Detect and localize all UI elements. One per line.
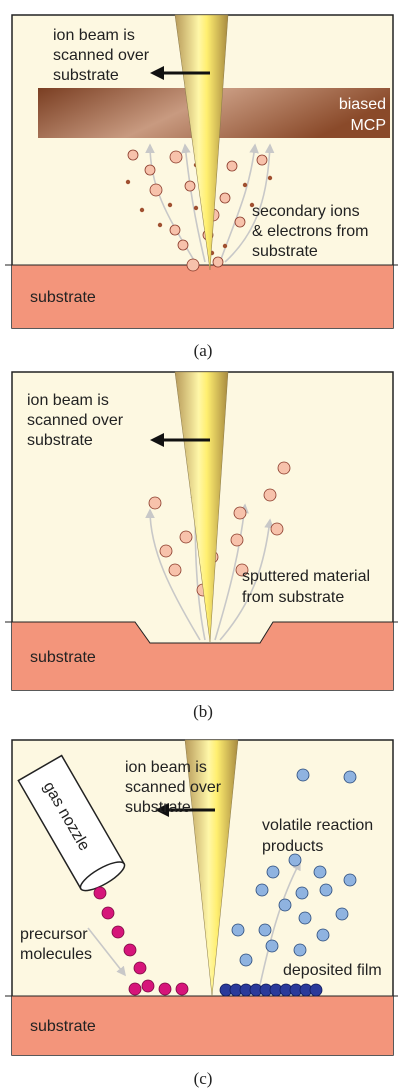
substrate-label: substrate [30, 289, 96, 306]
film-label: deposited film [283, 962, 382, 979]
products-label: volatile reaction [262, 817, 373, 834]
panel-a: ion beam is scanned over substrate biase… [5, 15, 398, 360]
emission-label: sputtered material [242, 568, 370, 585]
products-label: products [262, 838, 323, 855]
mcp-label: MCP [350, 117, 386, 134]
substrate-label: substrate [30, 649, 96, 666]
caption: (b) [193, 702, 213, 721]
beam-label: scanned over [53, 47, 150, 64]
beam-label: ion beam is [125, 759, 207, 776]
beam-label: substrate [27, 432, 93, 449]
beam-label: scanned over [27, 412, 124, 429]
emission-label: substrate [252, 243, 318, 260]
emission-label: from substrate [242, 589, 344, 606]
diagram: ion beam is scanned over substrate biase… [0, 0, 407, 1092]
panel-b: ion beam is scanned over substrate sputt… [5, 372, 398, 721]
precursor-label: precursor [20, 926, 88, 943]
caption: (c) [194, 1069, 213, 1088]
emission-label: secondary ions [252, 203, 360, 220]
panel-c: gas nozzle ion beam is scanned over subs… [5, 740, 398, 1088]
mcp-label: biased [339, 96, 386, 113]
beam-label: substrate [125, 799, 191, 816]
precursor-label: molecules [20, 946, 92, 963]
beam-label: ion beam is [53, 27, 135, 44]
substrate-label: substrate [30, 1018, 96, 1035]
beam-label: ion beam is [27, 392, 109, 409]
emission-label: & electrons from [252, 223, 368, 240]
beam-label: substrate [53, 67, 119, 84]
beam-label: scanned over [125, 779, 222, 796]
caption: (a) [194, 341, 213, 360]
